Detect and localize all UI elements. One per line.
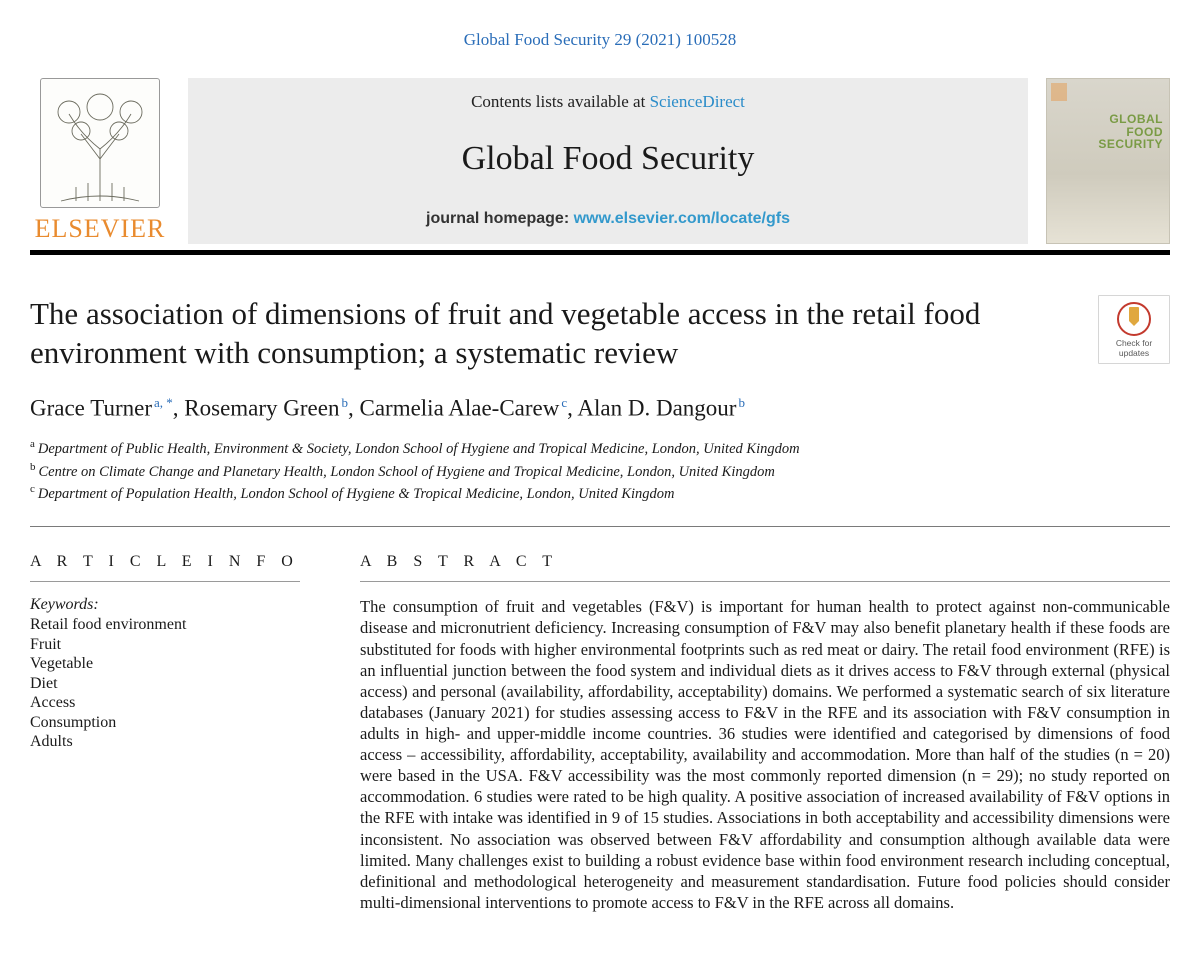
- journal-info-box: Contents lists available at ScienceDirec…: [188, 78, 1028, 244]
- article-info-column: A R T I C L E I N F O Keywords: Retail f…: [30, 553, 300, 913]
- citation-header: Global Food Security 29 (2021) 100528: [30, 30, 1170, 50]
- publisher-logo-box: ELSEVIER: [30, 78, 170, 244]
- abstract-text: The consumption of fruit and vegetables …: [360, 596, 1170, 913]
- affiliation-b-text: Centre on Climate Change and Planetary H…: [39, 463, 775, 479]
- journal-header-strip: ELSEVIER Contents lists available at Sci…: [30, 78, 1170, 244]
- cover-line-1: GLOBAL: [1098, 113, 1163, 126]
- abstract-heading: A B S T R A C T: [360, 553, 1170, 571]
- keyword-item: Vegetable: [30, 654, 300, 674]
- abstract-rule: [360, 581, 1170, 582]
- author-3: Carmelia Alae-Carew: [359, 395, 559, 420]
- affiliation-b: bCentre on Climate Change and Planetary …: [30, 460, 1170, 482]
- elsevier-tree-icon: [40, 78, 160, 208]
- abstract-column: A B S T R A C T The consumption of fruit…: [360, 553, 1170, 913]
- keyword-item: Fruit: [30, 635, 300, 655]
- article-info-rule: [30, 581, 300, 582]
- journal-name: Global Food Security: [208, 140, 1008, 178]
- author-list: Grace Turnera, *, Rosemary Greenb, Carme…: [30, 395, 1170, 422]
- keyword-item: Retail food environment: [30, 615, 300, 635]
- keyword-item: Adults: [30, 732, 300, 752]
- keywords-label: Keywords:: [30, 596, 300, 614]
- author-4: Alan D. Dangour: [577, 395, 736, 420]
- author-1-affil[interactable]: a, *: [152, 395, 173, 410]
- contents-line: Contents lists available at ScienceDirec…: [208, 92, 1008, 112]
- affiliation-a: aDepartment of Public Health, Environmen…: [30, 437, 1170, 459]
- affiliation-c-text: Department of Population Health, London …: [38, 486, 675, 502]
- author-2: Rosemary Green: [184, 395, 339, 420]
- homepage-line: journal homepage: www.elsevier.com/locat…: [208, 210, 1008, 228]
- affiliation-a-text: Department of Public Health, Environment…: [38, 441, 800, 457]
- keyword-item: Consumption: [30, 713, 300, 733]
- homepage-prefix: journal homepage:: [426, 210, 574, 227]
- check-updates-icon: [1117, 302, 1151, 336]
- affiliations: aDepartment of Public Health, Environmen…: [30, 437, 1170, 504]
- affiliation-c: cDepartment of Population Health, London…: [30, 482, 1170, 504]
- check-updates-label: Check for updates: [1103, 339, 1165, 359]
- article-title: The association of dimensions of fruit a…: [30, 295, 1074, 373]
- contents-prefix: Contents lists available at: [471, 92, 649, 111]
- author-1: Grace Turner: [30, 395, 152, 420]
- article-info-heading: A R T I C L E I N F O: [30, 553, 300, 571]
- author-2-affil[interactable]: b: [339, 395, 348, 410]
- sciencedirect-link[interactable]: ScienceDirect: [650, 92, 745, 111]
- homepage-url[interactable]: www.elsevier.com/locate/gfs: [574, 210, 790, 227]
- check-updates-badge[interactable]: Check for updates: [1098, 295, 1170, 364]
- journal-cover-thumbnail: GLOBAL FOOD SECURITY: [1046, 78, 1170, 244]
- thick-divider: [30, 250, 1170, 255]
- keyword-item: Access: [30, 693, 300, 713]
- publisher-wordmark: ELSEVIER: [35, 214, 166, 244]
- keyword-item: Diet: [30, 674, 300, 694]
- cover-title: GLOBAL FOOD SECURITY: [1098, 113, 1163, 151]
- author-4-affil[interactable]: b: [736, 395, 745, 410]
- author-3-affil[interactable]: c: [559, 395, 567, 410]
- keywords-list: Retail food environment Fruit Vegetable …: [30, 615, 300, 752]
- cover-line-3: SECURITY: [1098, 138, 1163, 151]
- cover-mini-logo-icon: [1051, 83, 1067, 101]
- thin-divider: [30, 526, 1170, 527]
